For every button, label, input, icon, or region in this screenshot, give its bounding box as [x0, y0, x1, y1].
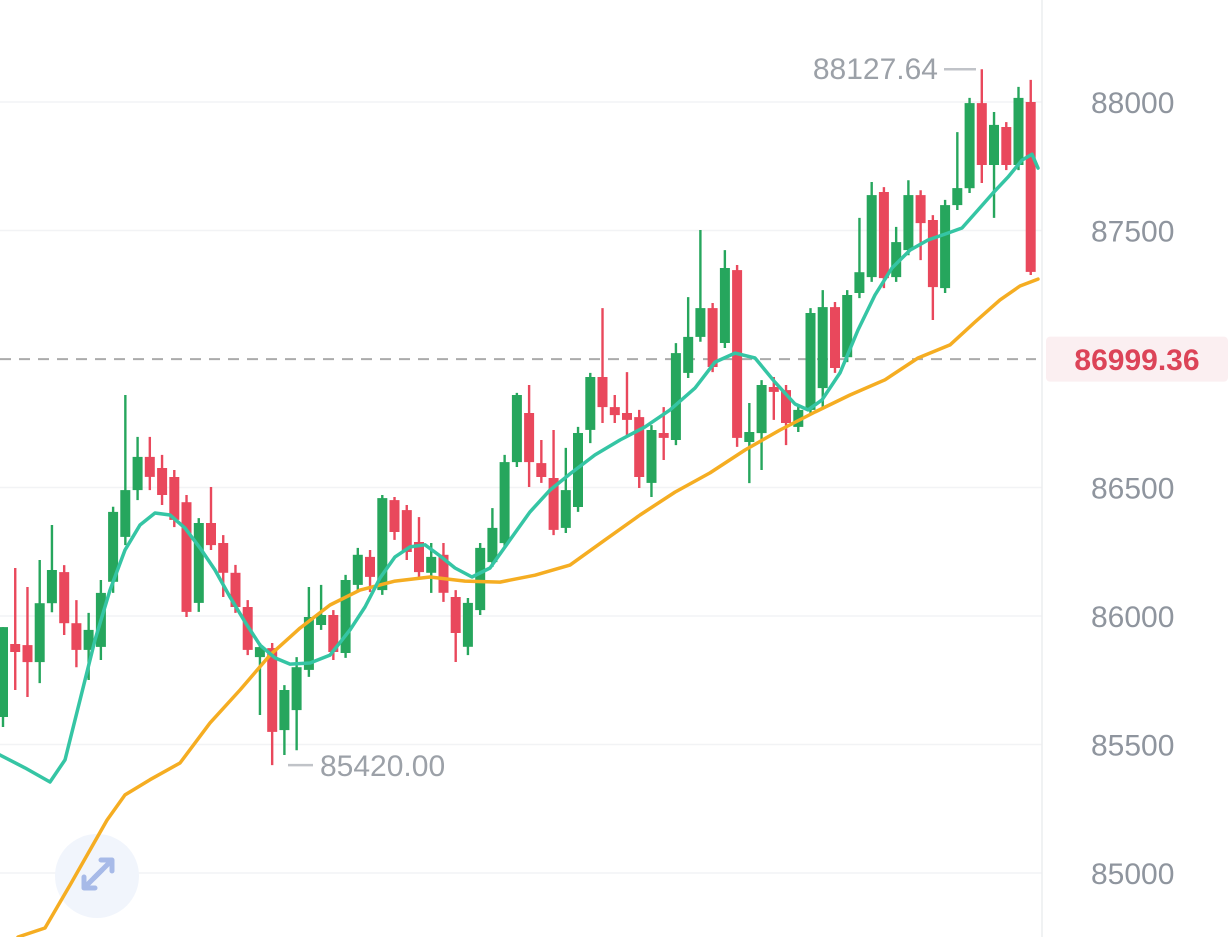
- candle-body: [475, 547, 486, 611]
- expand-button[interactable]: [55, 834, 139, 918]
- candle-body: [169, 477, 180, 520]
- y-axis-label: 85000: [1091, 858, 1174, 891]
- candle-body: [658, 433, 669, 438]
- candle-body: [805, 313, 816, 410]
- candle-body: [536, 463, 547, 477]
- candle-body: [744, 432, 755, 442]
- candle-body: [230, 572, 241, 607]
- candle-body: [927, 220, 938, 288]
- candle-body: [597, 377, 608, 408]
- candle-body: [964, 103, 975, 189]
- candle-body: [71, 623, 82, 650]
- candle-body: [1001, 127, 1012, 165]
- candle-body: [132, 456, 143, 491]
- candle-body: [891, 242, 902, 278]
- expand-arrows-icon: [81, 867, 105, 891]
- candle-body: [352, 554, 363, 585]
- candle-body: [267, 648, 278, 732]
- candle-body: [46, 570, 57, 604]
- candle-body: [34, 603, 45, 663]
- candle-body: [0, 627, 8, 717]
- candle-body: [108, 511, 119, 582]
- candle-body: [340, 580, 351, 653]
- candle-body: [854, 272, 865, 293]
- candle-body: [781, 390, 791, 423]
- candle-body: [279, 690, 290, 731]
- candle-body: [511, 395, 522, 463]
- candle-body: [695, 308, 706, 337]
- candle-body: [206, 523, 216, 546]
- candle-body: [120, 490, 131, 537]
- candle-body: [756, 385, 767, 434]
- candle-body: [414, 542, 424, 573]
- candle-body: [548, 478, 559, 530]
- candle-body: [59, 572, 70, 624]
- candle-body: [401, 510, 412, 552]
- y-axis-label: 88000: [1091, 87, 1174, 120]
- candle-body: [499, 462, 510, 544]
- candle-body: [181, 502, 192, 612]
- candle-body: [866, 195, 877, 278]
- candle-body: [915, 195, 926, 224]
- candle-body: [952, 188, 963, 206]
- candle-body: [328, 615, 339, 652]
- y-axis-label: 85500: [1091, 730, 1174, 763]
- y-axis-label: 86000: [1091, 601, 1174, 634]
- candle-body: [316, 615, 327, 625]
- candle-body: [989, 124, 999, 165]
- candle-body: [817, 307, 828, 389]
- candle-body: [1025, 102, 1036, 272]
- candle-body: [83, 629, 94, 650]
- candle-body: [218, 543, 229, 573]
- fast-ma-line: [0, 152, 1040, 784]
- candle-body: [622, 413, 632, 420]
- candle-body: [22, 645, 33, 663]
- candle-body: [903, 195, 914, 251]
- candle-body: [646, 430, 657, 483]
- candle-body: [634, 417, 645, 477]
- candle-body: [450, 597, 461, 633]
- slow-ma-line: [16, 277, 1040, 937]
- candle-body: [707, 308, 718, 367]
- candle-body: [768, 387, 779, 392]
- candle-body: [389, 500, 400, 532]
- candle-body: [157, 468, 168, 495]
- candle-body: [365, 556, 375, 577]
- candle-body: [719, 268, 730, 343]
- candle-body: [560, 490, 571, 528]
- candle-body: [683, 336, 694, 373]
- candle-body: [303, 617, 314, 670]
- candle-body: [254, 647, 265, 658]
- candle-body: [842, 295, 853, 358]
- candle-body: [144, 456, 155, 477]
- candle-body: [1013, 97, 1024, 165]
- candle-body: [585, 377, 596, 430]
- candle-body: [793, 409, 804, 427]
- candle-body: [291, 667, 302, 711]
- y-axis-label: 86500: [1091, 473, 1174, 506]
- last-price-tag-bg: [1046, 336, 1228, 382]
- candle-body: [193, 523, 204, 603]
- candle-body: [976, 103, 987, 165]
- last-price-tag: 86999.36: [1046, 336, 1228, 382]
- last-price-value: 86999.36: [1074, 344, 1199, 377]
- candle-body: [940, 205, 951, 289]
- candle-body: [609, 407, 620, 416]
- candle-body: [426, 556, 437, 573]
- candle-body: [524, 413, 535, 463]
- candle-body: [462, 602, 473, 647]
- high-price-label: 88127.64: [813, 53, 938, 86]
- candle-body: [487, 527, 498, 563]
- candle-body: [10, 644, 21, 652]
- candle-body: [377, 498, 388, 591]
- low-price-label: 85420.00: [320, 750, 445, 783]
- candle-body: [830, 307, 840, 368]
- candle-body: [878, 192, 889, 279]
- candle-body: [438, 554, 449, 593]
- y-axis-label: 87500: [1091, 216, 1174, 249]
- candle-body: [670, 353, 681, 440]
